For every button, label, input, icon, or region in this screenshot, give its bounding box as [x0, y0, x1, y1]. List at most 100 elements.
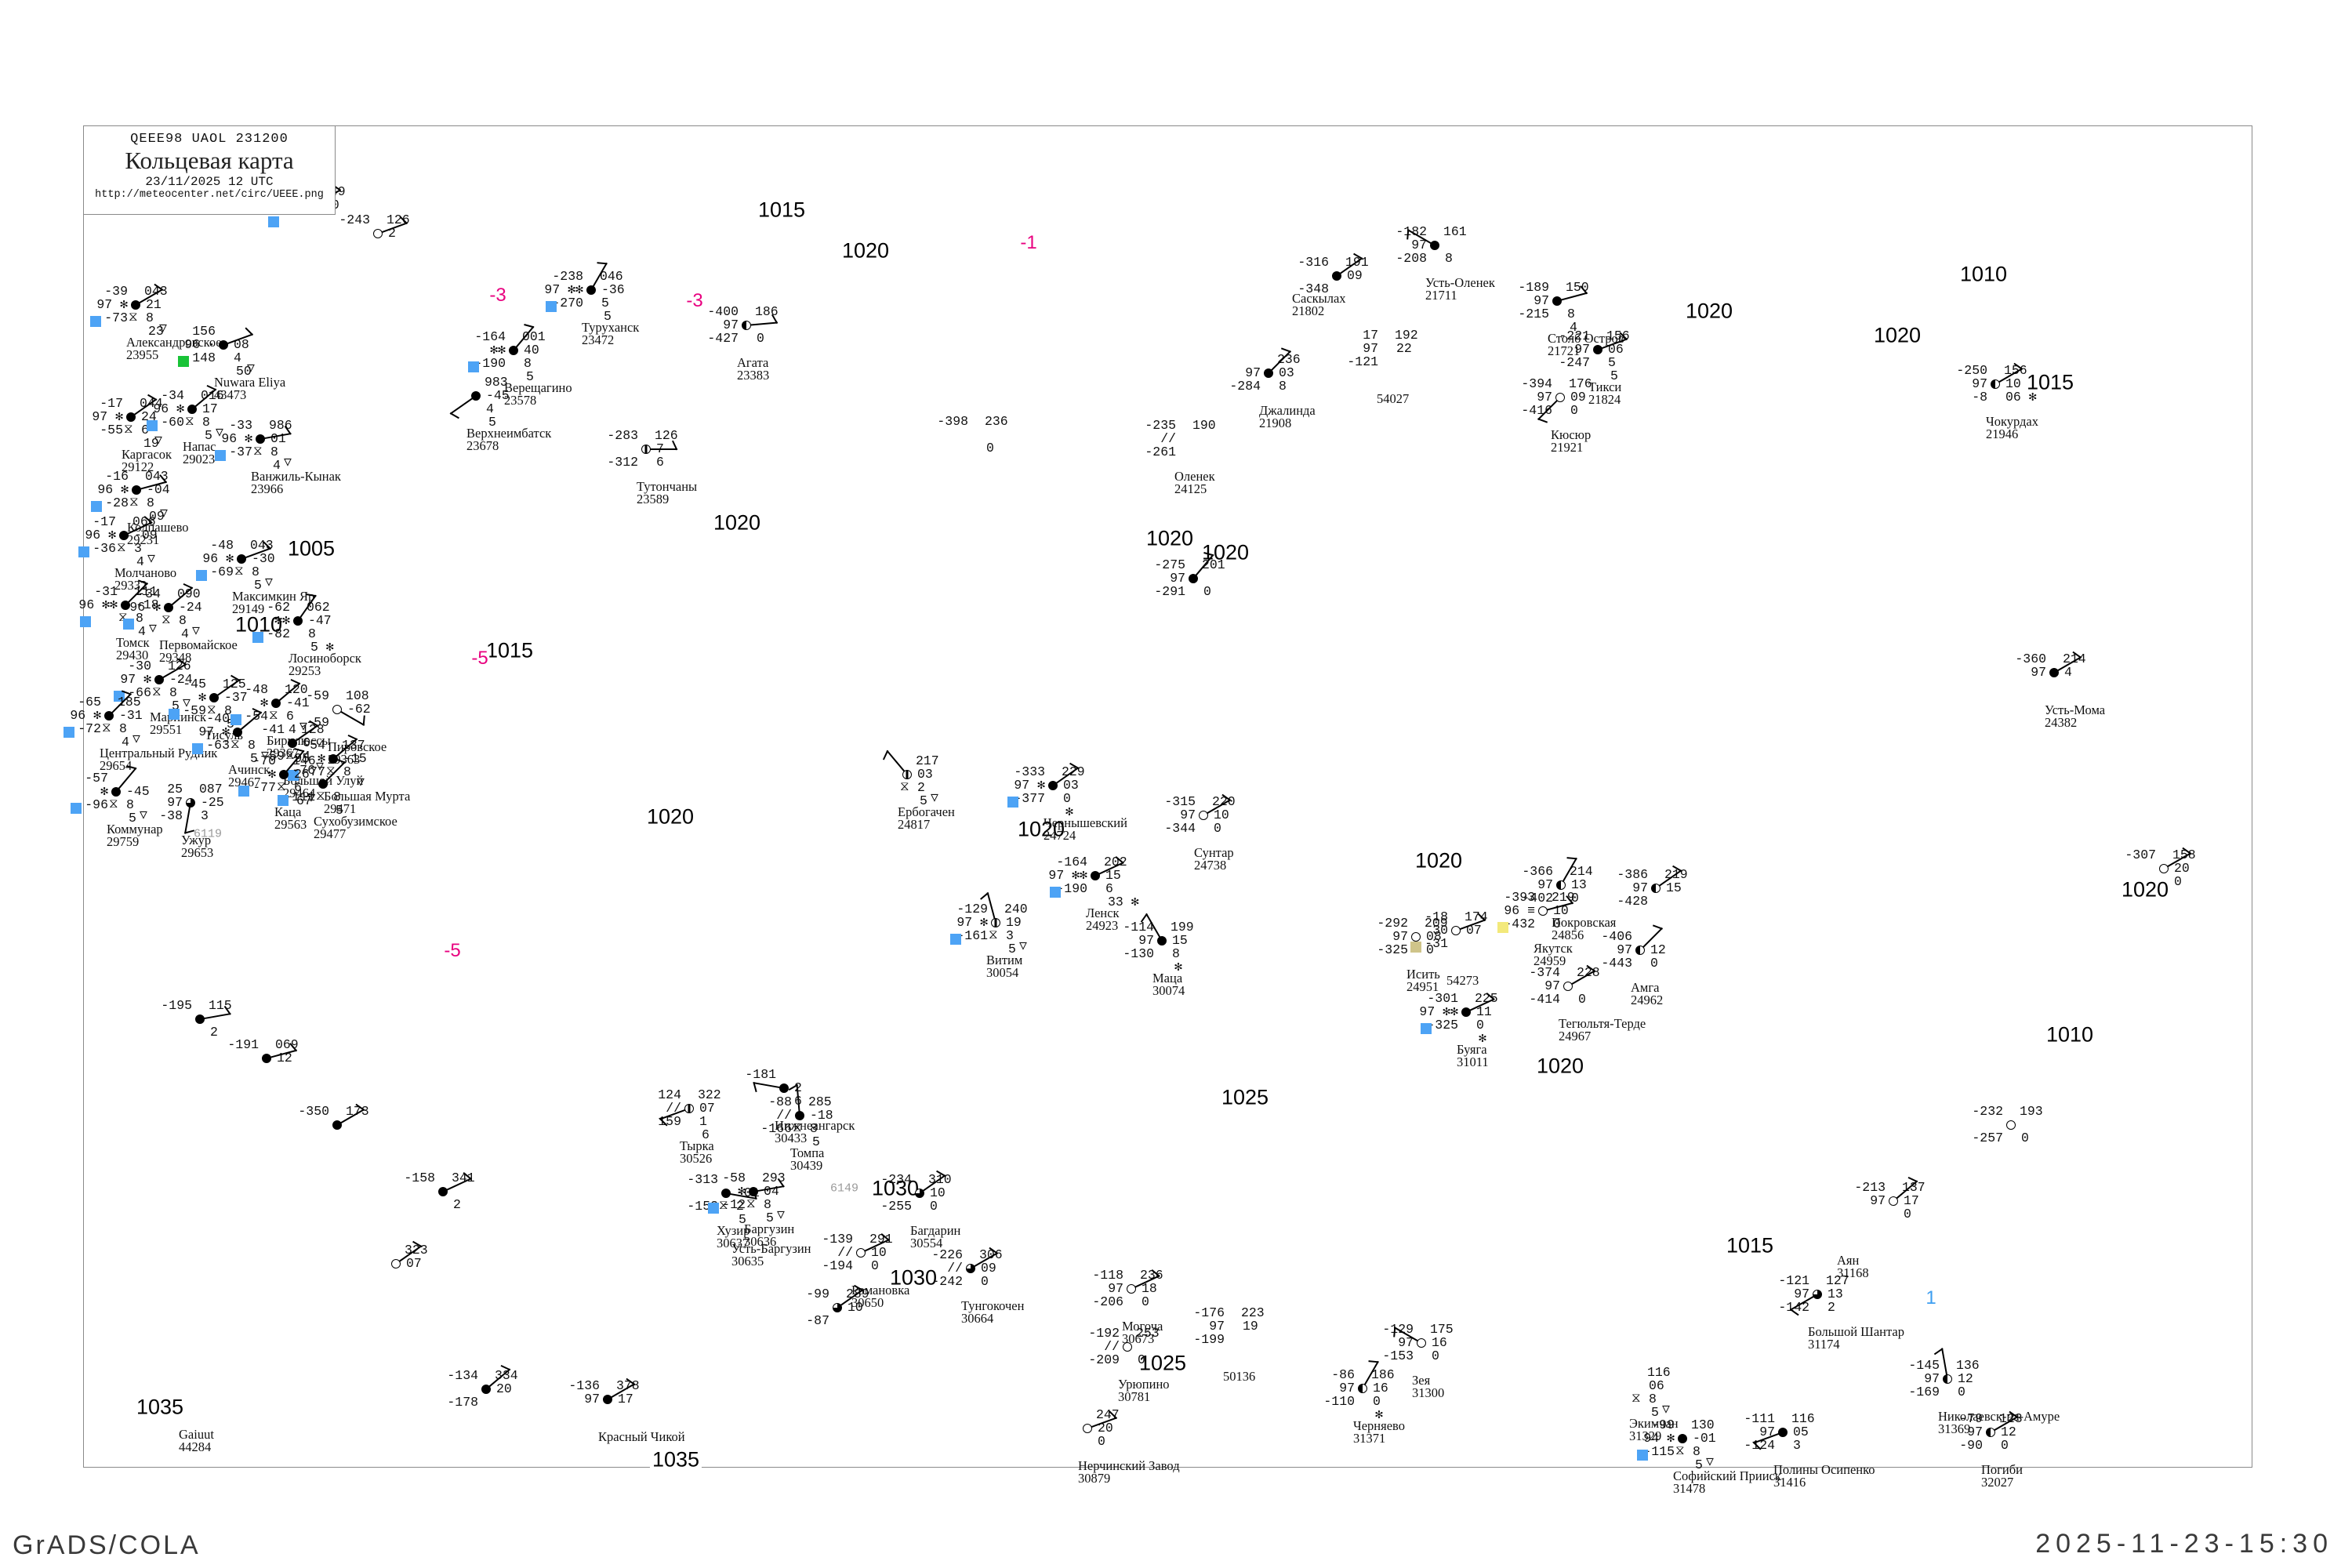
shower-icon: ▽ — [192, 623, 200, 638]
pressure-weather-value: 96 ✻ — [202, 551, 234, 566]
tendency-value: 07 — [406, 1256, 422, 1271]
temperature-value: -394 — [1521, 376, 1552, 391]
dewpoint-value: -59 — [261, 749, 285, 764]
station-id: 24951 — [1406, 979, 1439, 994]
dewpoint-value: -124 — [1744, 1438, 1775, 1453]
pressure-weather-value: 97 — [1544, 978, 1560, 993]
olive-precip-square-icon — [1410, 942, 1421, 953]
station-id: 23578 — [504, 393, 537, 408]
pressure-weather-value: ✻ — [198, 690, 206, 705]
dewpoint-value: -12 — [722, 1197, 746, 1212]
pressure-value: 090 — [177, 586, 201, 601]
tendency-value: 03 — [917, 767, 933, 782]
tendency-value: 18 — [1142, 1281, 1157, 1296]
tendency-value: 24 — [141, 409, 157, 424]
station-name: Томпа — [790, 1145, 825, 1160]
isobar-label: 1025 — [1218, 1087, 1272, 1109]
station-name: Амга — [1631, 980, 1660, 995]
cloud-cover-icon — [902, 770, 912, 779]
dewpoint-value: -284 — [1229, 379, 1261, 394]
pressure-value: 291 — [869, 1232, 893, 1247]
weather-code-value: 8 — [224, 703, 232, 718]
dewpoint-value: -348 — [1298, 281, 1329, 296]
station-id: 30879 — [1078, 1471, 1111, 1486]
weather-code-value: 0 — [1958, 1385, 1965, 1399]
dewpoint-value: -325 — [1427, 1018, 1458, 1033]
station-name: Сухобузимское — [314, 814, 397, 829]
tendency-label: -3 — [684, 290, 705, 311]
cloud-cover-icon — [779, 1083, 789, 1093]
low-cloud-icon: ⧖ — [316, 789, 325, 804]
tendency-value: 10 — [930, 1185, 946, 1200]
weather-code-value: 0 — [757, 331, 764, 346]
tendency-value: 2 — [794, 1080, 802, 1095]
temperature-value: -17 — [93, 514, 116, 529]
weather-code-value: 8 — [1649, 1392, 1657, 1406]
temperature-value: -164 — [474, 329, 506, 344]
tendency-value: 16 — [1373, 1381, 1388, 1396]
dewpoint-value: -428 — [1617, 894, 1648, 909]
weather-code-value: 0 — [1373, 1394, 1381, 1409]
pressure-weather-value: ✻ — [260, 695, 268, 710]
station-name: Покровская — [1552, 915, 1617, 930]
cloud-cover-icon — [481, 1385, 491, 1394]
temperature-value: -33 — [229, 418, 252, 433]
dewpoint-value: -36 — [93, 541, 116, 556]
dewpoint-value: -194 — [822, 1258, 853, 1273]
temperature-value: -158 — [404, 1171, 435, 1185]
station-name: Урюпино — [1118, 1377, 1170, 1392]
cloud-code-value: 09 — [149, 509, 165, 524]
dewpoint-value: -66 — [128, 685, 151, 700]
cloud-cover-icon — [1091, 871, 1100, 880]
pressure-weather-value: 30 — [1432, 923, 1448, 938]
station-id: 31011 — [1457, 1054, 1489, 1069]
cloud-cover-icon — [121, 601, 130, 610]
temperature-value: -406 — [1601, 929, 1632, 944]
weather-code-value: 8 — [524, 356, 532, 371]
weather-code-value: 8 — [1567, 307, 1575, 321]
temperature-value: -213 — [1854, 1180, 1886, 1195]
isobar-label: 1020 — [2118, 879, 2172, 901]
low-cloud-icon: ⧖ — [129, 495, 139, 510]
dewpoint-value: -110 — [1323, 1394, 1355, 1409]
cloud-cover-icon — [1358, 1384, 1367, 1393]
pressure-value: 209 — [1425, 916, 1448, 931]
pressure-value: 341 — [452, 1171, 475, 1185]
isobar-label: 1035 — [649, 1449, 702, 1471]
blue-precip-square-icon — [215, 450, 226, 461]
tendency-value: -37 — [224, 690, 248, 705]
pressure-weather-value: 97 ✻✻ — [1419, 1004, 1458, 1019]
pressure-weather-value: 97 ✻ — [956, 915, 988, 930]
shower-icon: ▽ — [777, 1207, 785, 1222]
weather-code-value: 8 — [169, 685, 177, 700]
blue-precip-square-icon — [252, 632, 263, 643]
cloud-cover-icon — [126, 412, 136, 422]
cloud-cover-icon — [1943, 1374, 1952, 1384]
weather-code-value: 4 — [486, 401, 494, 416]
station-name: Тутончаны — [637, 479, 698, 494]
dewpoint-value: -312 — [607, 455, 638, 470]
low-cloud-icon: ⧖ — [277, 779, 286, 794]
pressure-value: 199 — [1171, 920, 1194, 935]
shower-icon: ▽ — [299, 719, 307, 734]
temperature-value: -136 — [568, 1378, 600, 1393]
dewpoint-value: -153 — [1382, 1348, 1414, 1363]
temperature-value: -139 — [822, 1232, 853, 1247]
station-name: Усть-Баргузин — [731, 1241, 811, 1256]
station-name: Колпашево — [127, 520, 189, 535]
dewpoint-value: -206 — [1092, 1294, 1123, 1309]
weather-code-value: 3 — [201, 808, 209, 823]
pressure-weather-value: 97 — [1537, 877, 1553, 892]
pressure-weather-value: 97 ✻ — [1014, 778, 1045, 793]
cloud-cover-icon — [1451, 926, 1461, 935]
temperature-value: -393 — [1504, 890, 1535, 905]
tendency-value: -62 — [347, 702, 371, 717]
cloud-code-value: 4 — [138, 624, 146, 639]
station-id: 30636 — [744, 1234, 777, 1249]
dewpoint-value: -255 — [880, 1199, 912, 1214]
isobar-label: 1035 — [133, 1396, 187, 1418]
cloud-cover-icon — [373, 229, 383, 238]
temperature-value: -235 — [1145, 418, 1176, 433]
station-id: 21711 — [1425, 288, 1457, 303]
weather-code-value: 0 — [2001, 1438, 2009, 1453]
